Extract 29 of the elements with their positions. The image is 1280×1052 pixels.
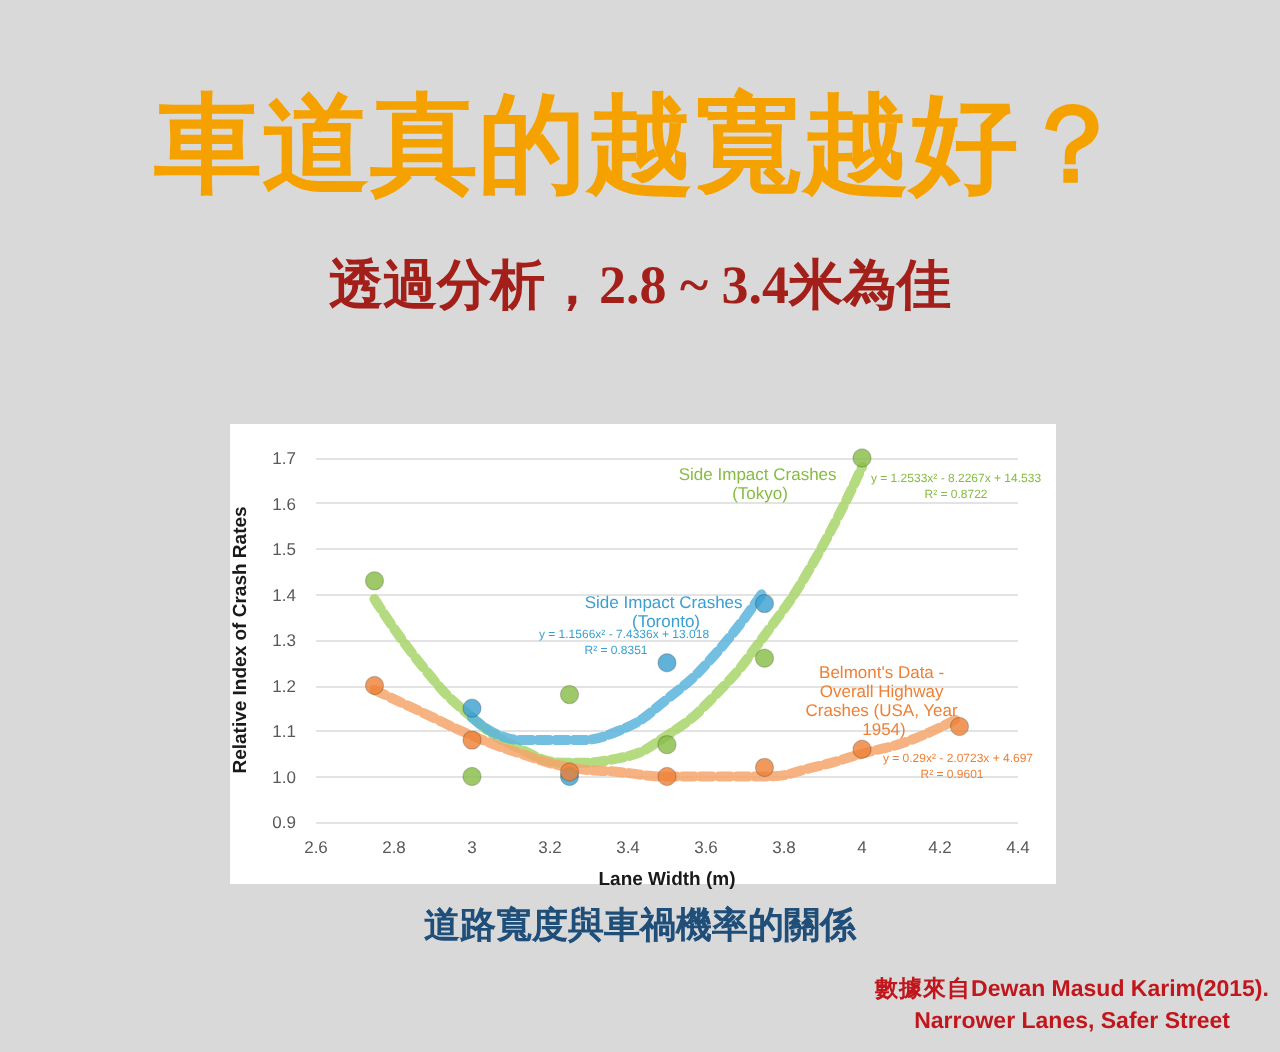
x-axis-title: Lane Width (m) <box>598 869 736 891</box>
chart-title: 車道真的越寬越好？ <box>152 81 1126 207</box>
text: 數據來自Dewan Masud Karim(2015). <box>873 974 1269 1002</box>
chart-subtitle: 透過分析，2.8 ~ 3.4米為佳 <box>328 255 952 315</box>
y-tick-label: 1.0 <box>272 766 297 787</box>
y-tick-label: 1.2 <box>272 675 297 696</box>
x-tick-label: 4.2 <box>928 837 953 857</box>
series-label: Side Impact Crashes (Tokyo) <box>678 463 842 503</box>
y-tick-label: 1.6 <box>272 493 297 514</box>
y-axis-title: Relative Index of Crash Rates <box>229 506 252 774</box>
y-tick-label: 1.3 <box>272 630 297 650</box>
x-tick-label: 2.8 <box>382 837 407 857</box>
x-tick-label: 3.2 <box>538 837 563 857</box>
text: Narrower Lanes, Safer Street <box>914 1010 1231 1034</box>
y-tick-label: 1.4 <box>272 584 297 605</box>
y-tick-label: 1.5 <box>272 539 297 559</box>
x-tick-label: 2.6 <box>304 837 329 857</box>
x-tick-label: 3.8 <box>772 837 797 857</box>
x-tick-label: 4 <box>857 837 868 857</box>
x-tick-label: 3.4 <box>616 837 641 857</box>
x-tick-label: 3.6 <box>694 837 719 857</box>
x-tick-label: 3 <box>467 837 478 857</box>
series-label: Side Impact Crashes (Toronto) <box>584 591 748 631</box>
series-label: Belmont's Data - Overall Highway Crashes (USA, Year 1954) <box>805 661 963 739</box>
x-tick-label: 4.4 <box>1006 837 1031 857</box>
y-tick-label: 1.1 <box>272 721 297 741</box>
y-tick-label: 0.9 <box>272 812 297 832</box>
text: 道路寬度與車禍機率的關係 <box>424 905 858 947</box>
y-tick-label: 1.7 <box>272 448 297 468</box>
